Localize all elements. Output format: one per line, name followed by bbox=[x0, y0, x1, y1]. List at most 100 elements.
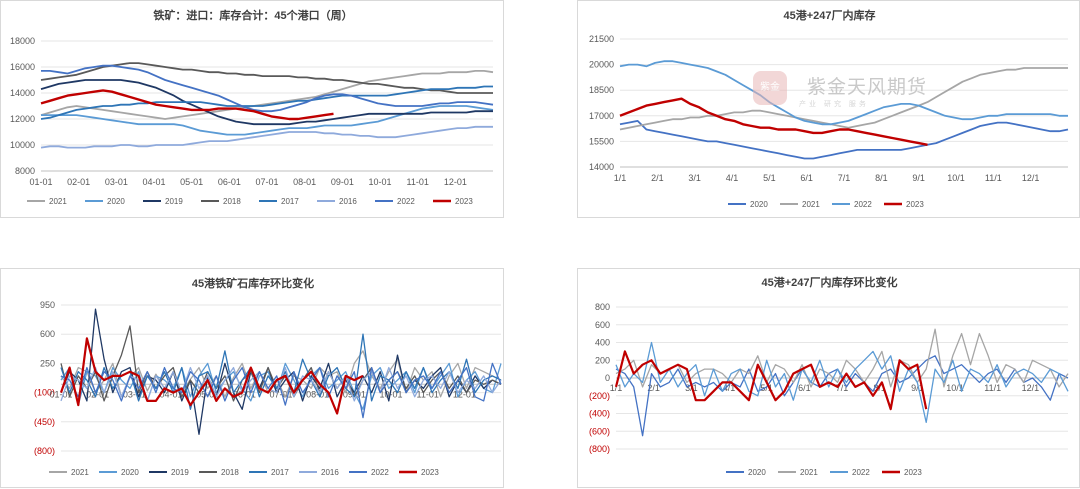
x-tick-label: 06-01 bbox=[218, 177, 241, 187]
legend-label: 2022 bbox=[371, 468, 389, 477]
y-tick-label: (800) bbox=[589, 444, 610, 454]
chart-panel-port-inventory: 铁矿：进口：库存合计：45个港口（周） 8000 10000 12000 14000 16… bbox=[0, 0, 504, 218]
legend-label: 2023 bbox=[906, 200, 924, 209]
y-tick-label: 200 bbox=[595, 355, 610, 365]
legend-label: 2016 bbox=[339, 197, 357, 206]
y-tick-label: 15500 bbox=[589, 136, 614, 146]
series-line-2023 bbox=[59, 337, 364, 415]
series-line-2016 bbox=[60, 366, 502, 402]
x-tick-label: 03-01 bbox=[123, 389, 146, 399]
y-tick-label: (800) bbox=[34, 446, 55, 456]
legend-label: 2017 bbox=[281, 197, 299, 206]
series-line-2021 bbox=[40, 70, 494, 120]
legend-label: 2018 bbox=[223, 197, 241, 206]
y-tick-label: 600 bbox=[595, 320, 610, 330]
legend-label: 2017 bbox=[271, 468, 289, 477]
x-tick-label: 05-01 bbox=[196, 389, 219, 399]
series-line-2019 bbox=[60, 308, 502, 435]
legend-label: 2021 bbox=[802, 200, 820, 209]
legend-label: 2022 bbox=[397, 197, 415, 206]
x-tick-label: 03-01 bbox=[105, 177, 128, 187]
x-tick-label: 9/1 bbox=[911, 383, 924, 393]
x-tick-label: 6/1 bbox=[800, 173, 813, 183]
x-tick-label: 12-01 bbox=[444, 177, 467, 187]
x-tick-label: 10/1 bbox=[947, 173, 965, 183]
chart-port-plant-inventory: 45港+247厂内库存 14000 15500 17000 18500 20000 2150… bbox=[589, 8, 1069, 209]
x-tick-label: 4/1 bbox=[726, 173, 739, 183]
chart-panel-port-plant-inventory-change: 45港+247厂内库存环比变化 (800) (600) (400) (200) 0 200 4… bbox=[577, 268, 1080, 488]
series-line-2020 bbox=[619, 120, 1069, 160]
x-tick-label: 05-01 bbox=[180, 177, 203, 187]
legend-label: 2021 bbox=[71, 468, 89, 477]
series-line-2017 bbox=[40, 85, 493, 120]
x-tick-label: 5/1 bbox=[763, 173, 776, 183]
legend-label: 2020 bbox=[748, 468, 766, 477]
series-line-2023 bbox=[619, 97, 928, 146]
y-tick-label: 600 bbox=[40, 329, 55, 339]
series-line-2022 bbox=[41, 64, 494, 113]
x-tick-label: 9/1 bbox=[912, 173, 925, 183]
legend-label: 2023 bbox=[455, 197, 473, 206]
series-line-2018 bbox=[40, 62, 493, 94]
chart-port-plant-inventory-change: 45港+247厂内库存环比变化 (800) (600) (400) (200) 0 200 4… bbox=[589, 275, 1069, 477]
x-tick-label: 6/1 bbox=[798, 383, 811, 393]
x-tick-label: 10-01 bbox=[379, 389, 402, 399]
series-line-2022 bbox=[60, 362, 502, 419]
legend-label: 2021 bbox=[800, 468, 818, 477]
y-tick-label: 18500 bbox=[589, 85, 614, 95]
x-tick-label: 01-01 bbox=[49, 389, 72, 399]
y-tick-label: 8000 bbox=[15, 166, 35, 176]
x-tick-label: 2/1 bbox=[651, 173, 664, 183]
series-line-2021 bbox=[615, 328, 1069, 388]
legend-label: 2021 bbox=[49, 197, 67, 206]
legend-label: 2023 bbox=[421, 468, 439, 477]
x-tick-label: 2/1 bbox=[647, 383, 660, 393]
legend-label: 2020 bbox=[121, 468, 139, 477]
chart-port-inventory-change: 45港铁矿石库存环比变化 (800) (450) (100) 250 600 950 01-0… bbox=[34, 276, 502, 477]
chart-panel-port-inventory-change: 45港铁矿石库存环比变化 (800) (450) (100) 250 600 950 01-0… bbox=[0, 268, 504, 488]
x-tick-label: 02-01 bbox=[86, 389, 109, 399]
x-tick-label: 11/1 bbox=[985, 173, 1002, 183]
y-tick-label: (600) bbox=[589, 426, 610, 436]
legend-label: 2022 bbox=[852, 468, 870, 477]
y-tick-label: (200) bbox=[589, 391, 610, 401]
y-tick-label: 20000 bbox=[589, 60, 614, 70]
x-tick-label: 08-01 bbox=[293, 177, 316, 187]
x-tick-label: 10/1 bbox=[946, 383, 964, 393]
y-tick-label: 16000 bbox=[10, 62, 35, 72]
y-tick-label: 250 bbox=[40, 358, 55, 368]
x-tick-label: 8/1 bbox=[873, 383, 886, 393]
x-tick-label: 11-01 bbox=[416, 389, 438, 399]
x-tick-label: 12/1 bbox=[1022, 173, 1040, 183]
x-tick-label: 04-01 bbox=[142, 177, 165, 187]
series-line-2020 bbox=[41, 105, 494, 136]
y-tick-label: (450) bbox=[34, 417, 55, 427]
x-tick-label: 12/1 bbox=[1022, 383, 1040, 393]
series-line-2018 bbox=[60, 325, 502, 402]
x-tick-label: 01-01 bbox=[29, 177, 52, 187]
y-tick-label: 21500 bbox=[589, 34, 614, 44]
legend-label: 2019 bbox=[171, 468, 189, 477]
y-tick-label: (100) bbox=[34, 388, 55, 398]
chart-title: 铁矿：进口：库存合计：45个港口（周） bbox=[153, 8, 352, 22]
y-tick-label: 400 bbox=[595, 338, 610, 348]
y-tick-label: 10000 bbox=[10, 140, 35, 150]
chart-title: 45港+247厂内库存 bbox=[783, 8, 875, 22]
legend-label: 2023 bbox=[904, 468, 922, 477]
legend-label: 2016 bbox=[321, 468, 339, 477]
x-tick-label: 04-01 bbox=[159, 389, 182, 399]
x-tick-label: 08-01 bbox=[306, 389, 329, 399]
x-tick-label: 10-01 bbox=[368, 177, 391, 187]
y-tick-label: 800 bbox=[595, 302, 610, 312]
chart-port-inventory: 铁矿：进口：库存合计：45个港口（周） 8000 10000 12000 14000 16… bbox=[10, 8, 494, 206]
y-tick-label: 17000 bbox=[589, 111, 614, 121]
chart-title: 45港+247厂内库存环比变化 bbox=[761, 275, 897, 289]
series-line-2016 bbox=[40, 125, 493, 149]
legend-label: 2020 bbox=[107, 197, 125, 206]
x-tick-label: 07-01 bbox=[269, 389, 292, 399]
x-tick-label: 1/1 bbox=[614, 173, 627, 183]
x-tick-label: 8/1 bbox=[875, 173, 888, 183]
series-line-2022 bbox=[619, 60, 1068, 126]
y-tick-label: 12000 bbox=[10, 114, 35, 124]
series-line-2023 bbox=[40, 89, 334, 121]
